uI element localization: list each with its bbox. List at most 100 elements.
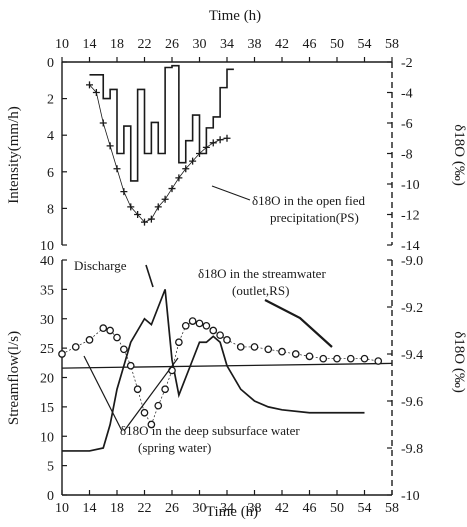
top-x-tick-label: 30 xyxy=(193,37,207,52)
bottom-y-tick-label-right: -10 xyxy=(401,489,420,504)
precip-isotope-point xyxy=(154,203,162,211)
top-x-axis-title: Time (h) xyxy=(209,8,261,24)
bottom-y-tick-label-left: 30 xyxy=(40,313,54,328)
top-x-tick-label: 10 xyxy=(55,37,69,52)
streamwater-isotope-point xyxy=(181,321,190,330)
discharge-annotation-leader xyxy=(145,264,154,288)
top-y-tick-label-right: -2 xyxy=(401,56,413,71)
precip-isotope-point xyxy=(223,134,231,142)
top-y-tick-label-left: 8 xyxy=(47,202,54,217)
top-x-tick-label: 18 xyxy=(110,37,124,52)
top-y-tick-label-left: 6 xyxy=(47,166,54,181)
top-y-tick-label-left: 4 xyxy=(47,129,54,144)
top-y-axis-title-left: Intensity(mm/h) xyxy=(6,106,22,204)
streamwater-isotope-point xyxy=(346,354,355,363)
bottom-y-tick-label-right: -9.2 xyxy=(401,301,423,316)
precip-isotope-point xyxy=(168,185,176,193)
streamwater-isotope-point xyxy=(360,354,369,363)
streamwater-isotope-point xyxy=(113,333,121,342)
top-x-tick-labels: 10 14 18 22 26 30 34 38 42 46 50 54 58 xyxy=(55,37,399,52)
precip-isotope-point xyxy=(175,174,183,182)
streamwater-isotope-point xyxy=(140,408,149,417)
precip-isotope-point xyxy=(182,165,190,173)
bottom-x-tick-label: 18 xyxy=(110,501,124,516)
bottom-axis-ticks: 0 5 10 15 20 25 30 35 40 -9.0 -9.2 -9.4 -9.6 -9.8 -10 xyxy=(40,254,423,504)
top-x-tick-label: 46 xyxy=(303,37,317,52)
discharge-annotation: Discharge xyxy=(74,258,127,273)
streamwater-isotope-point xyxy=(305,352,314,361)
top-x-tick-label: 34 xyxy=(220,37,234,52)
top-x-tick-label: 58 xyxy=(385,37,399,52)
bottom-x-tick-label: 22 xyxy=(138,501,152,516)
spring-annotation-line2: (spring water) xyxy=(138,440,211,455)
bottom-y-tick-label-right: -9.8 xyxy=(401,442,423,457)
streamwater-annotation-line2: (outlet,RS) xyxy=(232,283,289,298)
top-x-tick-label: 26 xyxy=(165,37,179,52)
streamwater-isotope-point xyxy=(188,317,197,325)
precip-isotope-point xyxy=(196,150,203,157)
bottom-y-tick-label-right: -9.0 xyxy=(401,254,423,269)
bottom-y-tick-label-left: 20 xyxy=(40,372,54,387)
bottom-plot-frame xyxy=(61,260,393,496)
discharge-line xyxy=(62,289,365,452)
bottom-x-tick-label: 10 xyxy=(55,501,69,516)
streamwater-isotope-point xyxy=(223,336,231,344)
streamwater-isotope-point xyxy=(147,420,156,429)
top-x-tick-label: 22 xyxy=(138,37,152,52)
streamwater-isotope-point xyxy=(216,331,224,340)
top-y-tick-label-right: -6 xyxy=(401,117,413,132)
streamwater-isotope-point xyxy=(209,326,218,335)
bottom-x-tick-label: 58 xyxy=(385,501,399,516)
bottom-y-tick-label-left: 0 xyxy=(47,489,54,504)
bottom-y-axis-title-left: Streamflow(l/s) xyxy=(6,331,22,425)
streamwater-isotope-point xyxy=(374,357,383,365)
streamwater-isotope-point xyxy=(202,321,211,330)
precip-isotope-point xyxy=(147,215,155,223)
bottom-x-tick-labels: 10 14 18 22 26 30 34 38 42 46 50 54 58 xyxy=(55,501,399,516)
spring-annotation-leader-1 xyxy=(83,355,123,432)
bottom-y-tick-label-left: 25 xyxy=(40,342,54,357)
precip-isotope-point xyxy=(202,143,210,151)
spring-annotation-leader-2 xyxy=(123,357,179,432)
top-x-tick-label: 42 xyxy=(275,37,289,52)
bottom-series xyxy=(58,289,393,452)
bottom-x-tick-label: 34 xyxy=(220,501,234,516)
top-x-tick-label: 50 xyxy=(330,37,344,52)
top-y-tick-label-right: -8 xyxy=(401,148,413,163)
streamwater-isotope-point xyxy=(250,343,259,351)
streamwater-isotope-point xyxy=(99,324,108,332)
bottom-x-tick-label: 50 xyxy=(330,501,344,516)
top-x-tick-label: 54 xyxy=(358,37,372,52)
streamwater-isotope-point xyxy=(264,345,273,354)
streamwater-isotope-point xyxy=(175,338,183,347)
streamwater-isotope-point xyxy=(319,354,328,363)
intensity-step-line xyxy=(89,64,234,182)
top-y-tick-label-left: 2 xyxy=(47,93,54,108)
streamwater-isotope-point xyxy=(236,343,245,351)
streamwater-isotope-point xyxy=(161,385,169,394)
bottom-x-tick-label: 42 xyxy=(275,501,289,516)
precip-isotope-point xyxy=(161,195,169,203)
top-y-tick-label-left: 0 xyxy=(47,56,54,71)
bottom-x-tick-label: 26 xyxy=(165,501,179,516)
precip-isotope-point xyxy=(92,89,100,96)
precip-isotope-point xyxy=(141,218,148,226)
spring-annotation-line1: δ18O in the deep subsurface water xyxy=(120,423,300,438)
bottom-panel: 0 5 10 15 20 25 30 35 40 -9.0 -9.2 -9.4 -9.6 -9.8 -10 xyxy=(40,254,423,504)
streamwater-isotope-point xyxy=(126,361,135,370)
precip-isotope-point xyxy=(189,157,197,165)
bottom-y-tick-label-left: 35 xyxy=(40,283,54,298)
bottom-y-tick-label-left: 10 xyxy=(40,430,54,445)
bottom-x-tick-label: 38 xyxy=(248,501,262,516)
streamwater-isotope-point xyxy=(133,385,142,394)
streamwater-isotope-point xyxy=(195,319,204,328)
bottom-x-tick-label: 46 xyxy=(303,501,317,516)
precip-isotope-point xyxy=(113,165,121,173)
streamwater-annotation-line1: δ18O in the streamwater xyxy=(198,266,326,281)
streamwater-isotope-point xyxy=(71,343,80,351)
bottom-x-tick-label: 30 xyxy=(193,501,207,516)
precip-isotope-point xyxy=(86,81,93,89)
top-y-tick-label-right: -10 xyxy=(401,178,420,193)
bottom-y-tick-label-left: 15 xyxy=(40,401,54,416)
